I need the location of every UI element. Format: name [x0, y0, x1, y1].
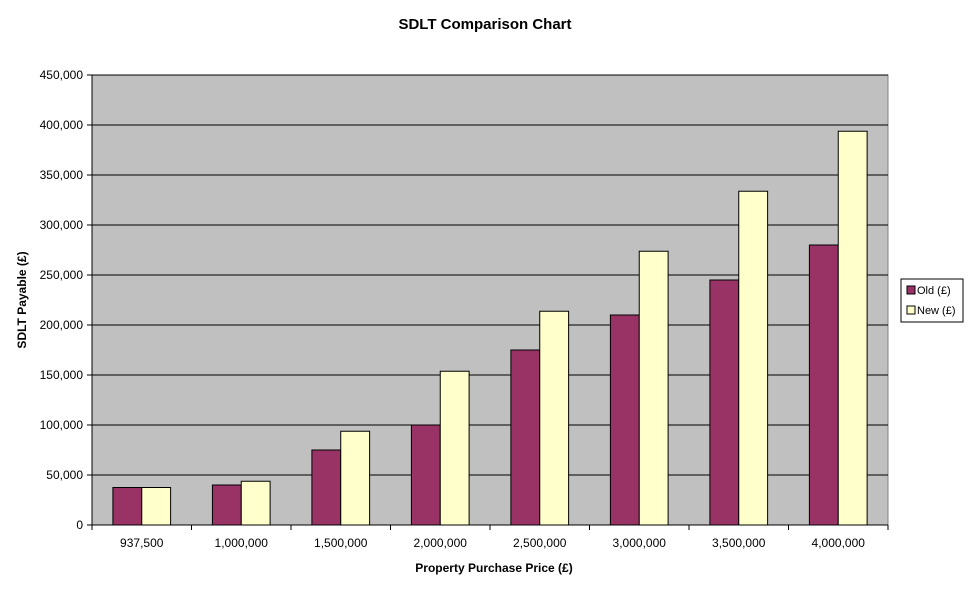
- bar-new-1: [141, 487, 172, 526]
- x-tick-label: 2,000,000: [414, 536, 468, 550]
- chart-title: SDLT Comparison Chart: [398, 16, 571, 33]
- y-tick-label: 250,000: [40, 268, 84, 282]
- y-axis-title: SDLT Payable (£): [15, 251, 29, 348]
- x-tick-labels: 937,500 1,000,000 1,500,000 2,000,000 2,500,…: [120, 536, 865, 550]
- y-tick-label: 200,000: [40, 318, 84, 332]
- y-tick-label: 50,000: [46, 468, 83, 482]
- bar-old-8: [808, 244, 839, 526]
- y-tick-label: 300,000: [40, 218, 84, 232]
- x-axis-title: Property Purchase Price (£): [415, 561, 572, 575]
- legend-label-new: New (£): [917, 305, 956, 317]
- bars: [112, 130, 868, 526]
- bar-old-2: [211, 484, 242, 526]
- bar-old-6: [609, 314, 640, 526]
- x-tick-label: 1,000,000: [215, 536, 269, 550]
- grid-lines: [92, 74, 888, 476]
- x-tick-label: 937,500: [120, 536, 164, 550]
- axes: [87, 74, 889, 530]
- y-tick-label: 400,000: [40, 118, 84, 132]
- bar-new-3: [340, 430, 371, 526]
- x-tick-label: 4,000,000: [812, 536, 866, 550]
- y-tick-labels: 0 50,000 100,000 150,000 200,000 250,000 300,0…: [40, 68, 84, 532]
- bar-old-3: [311, 449, 342, 526]
- y-tick-label: 0: [76, 518, 83, 532]
- bar-new-6: [638, 250, 669, 526]
- bar-new-4: [439, 370, 470, 526]
- bar-old-5: [510, 349, 541, 526]
- bar-old-7: [709, 279, 740, 526]
- bar-new-7: [738, 190, 769, 526]
- legend-label-old: Old (£): [917, 285, 951, 297]
- y-tick-label: 100,000: [40, 418, 84, 432]
- legend: Old (£) New (£): [900, 278, 964, 323]
- x-tick-label: 3,500,000: [712, 536, 766, 550]
- y-tick-label: 150,000: [40, 368, 84, 382]
- x-tick-label: 1,500,000: [314, 536, 368, 550]
- x-tick-label: 2,500,000: [513, 536, 567, 550]
- bar-new-8: [837, 130, 868, 526]
- x-tick-label: 3,000,000: [613, 536, 667, 550]
- legend-swatch-new: [906, 305, 916, 315]
- plot-area: [91, 74, 889, 526]
- y-tick-label: 350,000: [40, 168, 84, 182]
- bar-new-2: [240, 480, 271, 526]
- y-tick-label: 450,000: [40, 68, 84, 82]
- bar-new-5: [539, 310, 570, 526]
- bar-old-1: [112, 487, 143, 526]
- bar-old-4: [410, 424, 441, 526]
- legend-swatch-old: [906, 285, 916, 295]
